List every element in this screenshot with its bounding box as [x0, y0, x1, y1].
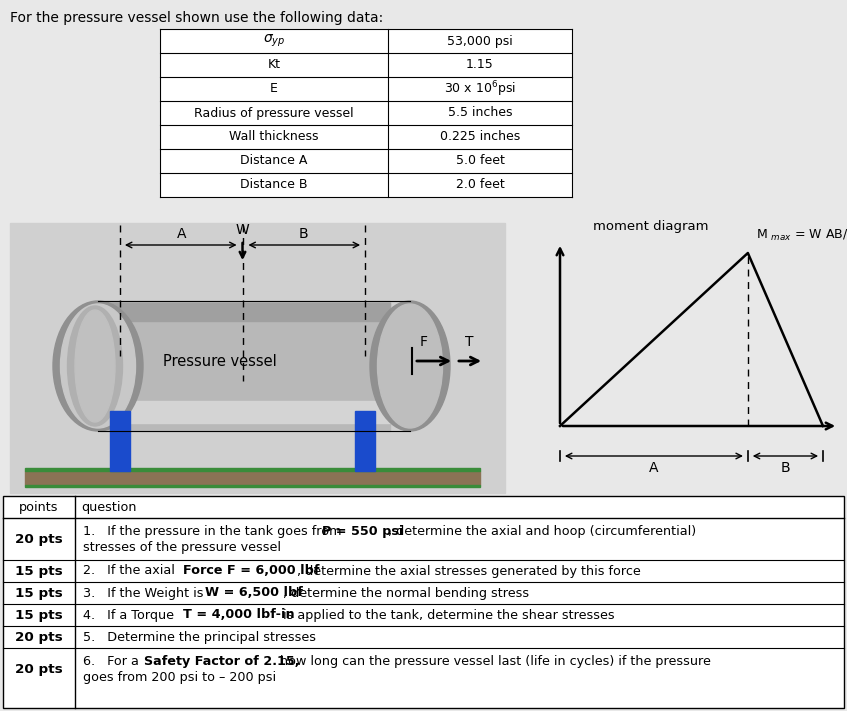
- Text: Safety Factor of 2.15,: Safety Factor of 2.15,: [144, 655, 300, 668]
- Text: F: F: [420, 335, 428, 349]
- Text: 0.225 inches: 0.225 inches: [440, 131, 520, 144]
- Bar: [100, 401, 390, 423]
- Bar: [3, 496, 844, 708]
- Ellipse shape: [378, 304, 442, 428]
- Text: A: A: [649, 461, 659, 475]
- Text: 15 pts: 15 pts: [15, 609, 63, 621]
- Text: 20 pts: 20 pts: [15, 533, 63, 545]
- Text: 5.   Determine the principal stresses: 5. Determine the principal stresses: [83, 631, 316, 643]
- Text: moment diagram: moment diagram: [593, 220, 708, 233]
- Text: 53,000 psi: 53,000 psi: [447, 35, 513, 48]
- Text: 5.5 inches: 5.5 inches: [448, 107, 512, 119]
- Text: , determine the axial and hoop (circumferential): , determine the axial and hoop (circumfe…: [388, 525, 695, 538]
- Text: points: points: [19, 501, 58, 513]
- Text: goes from 200 psi to – 200 psi: goes from 200 psi to – 200 psi: [83, 671, 276, 684]
- Bar: [3, 496, 844, 708]
- Text: T: T: [465, 335, 473, 349]
- Text: how long can the pressure vessel last (life in cycles) if the pressure: how long can the pressure vessel last (l…: [276, 655, 711, 668]
- Bar: [110, 411, 130, 471]
- Text: M $_{max}$ = W AB/(A+B): M $_{max}$ = W AB/(A+B): [756, 227, 847, 243]
- Text: Wall thickness: Wall thickness: [230, 131, 318, 144]
- Text: question: question: [81, 501, 136, 513]
- Text: E: E: [270, 82, 278, 95]
- Text: A: A: [176, 227, 186, 241]
- Text: Force F = 6,000 lbf: Force F = 6,000 lbf: [183, 565, 319, 577]
- Ellipse shape: [68, 306, 123, 426]
- Text: Radius of pressure vessel: Radius of pressure vessel: [194, 107, 354, 119]
- Text: 15 pts: 15 pts: [15, 587, 63, 599]
- Text: $\mathit{\sigma}_{yp}$: $\mathit{\sigma}_{yp}$: [263, 33, 285, 49]
- Text: Distance B: Distance B: [241, 178, 307, 191]
- Text: , determine the normal bending stress: , determine the normal bending stress: [283, 587, 529, 599]
- Ellipse shape: [53, 301, 143, 431]
- Ellipse shape: [75, 310, 115, 422]
- Text: 4.   If a Torque: 4. If a Torque: [83, 609, 182, 621]
- Text: stresses of the pressure vessel: stresses of the pressure vessel: [83, 541, 281, 554]
- Text: 20 pts: 20 pts: [15, 631, 63, 643]
- Bar: [25, 485, 480, 487]
- Bar: [25, 471, 480, 485]
- Bar: [25, 468, 480, 471]
- Text: 2.   If the axial: 2. If the axial: [83, 565, 179, 577]
- Text: 1.   If the pressure in the tank goes from: 1. If the pressure in the tank goes from: [83, 525, 346, 538]
- Text: P = 550 psi: P = 550 psi: [322, 525, 403, 538]
- Text: W: W: [235, 223, 249, 237]
- Text: 5.0 feet: 5.0 feet: [456, 154, 505, 168]
- Text: 2.0 feet: 2.0 feet: [456, 178, 504, 191]
- Text: W = 6,500 lbf: W = 6,500 lbf: [205, 587, 303, 599]
- Text: 15 pts: 15 pts: [15, 565, 63, 577]
- Text: 3.   If the Weight is: 3. If the Weight is: [83, 587, 208, 599]
- Text: 30 x 10$^6$psi: 30 x 10$^6$psi: [444, 79, 516, 99]
- Text: Pressure vessel: Pressure vessel: [163, 353, 277, 368]
- Text: is applied to the tank, determine the shear stresses: is applied to the tank, determine the sh…: [279, 609, 615, 621]
- Text: Distance A: Distance A: [241, 154, 307, 168]
- Text: 1.15: 1.15: [466, 58, 494, 72]
- Bar: [160, 29, 572, 197]
- Text: 20 pts: 20 pts: [15, 663, 63, 675]
- Text: B: B: [299, 227, 308, 241]
- Bar: [100, 301, 390, 431]
- Text: For the pressure vessel shown use the following data:: For the pressure vessel shown use the fo…: [10, 11, 383, 25]
- Bar: [100, 303, 390, 321]
- Text: B: B: [781, 461, 790, 475]
- Bar: [355, 411, 375, 471]
- Text: , determine the axial stresses generated by this force: , determine the axial stresses generated…: [297, 565, 640, 577]
- Ellipse shape: [60, 304, 136, 428]
- Text: Kt: Kt: [268, 58, 280, 72]
- Ellipse shape: [370, 301, 450, 431]
- Text: 6.   For a: 6. For a: [83, 655, 143, 668]
- Text: T = 4,000 lbf-in: T = 4,000 lbf-in: [183, 609, 295, 621]
- Bar: [10, 223, 505, 493]
